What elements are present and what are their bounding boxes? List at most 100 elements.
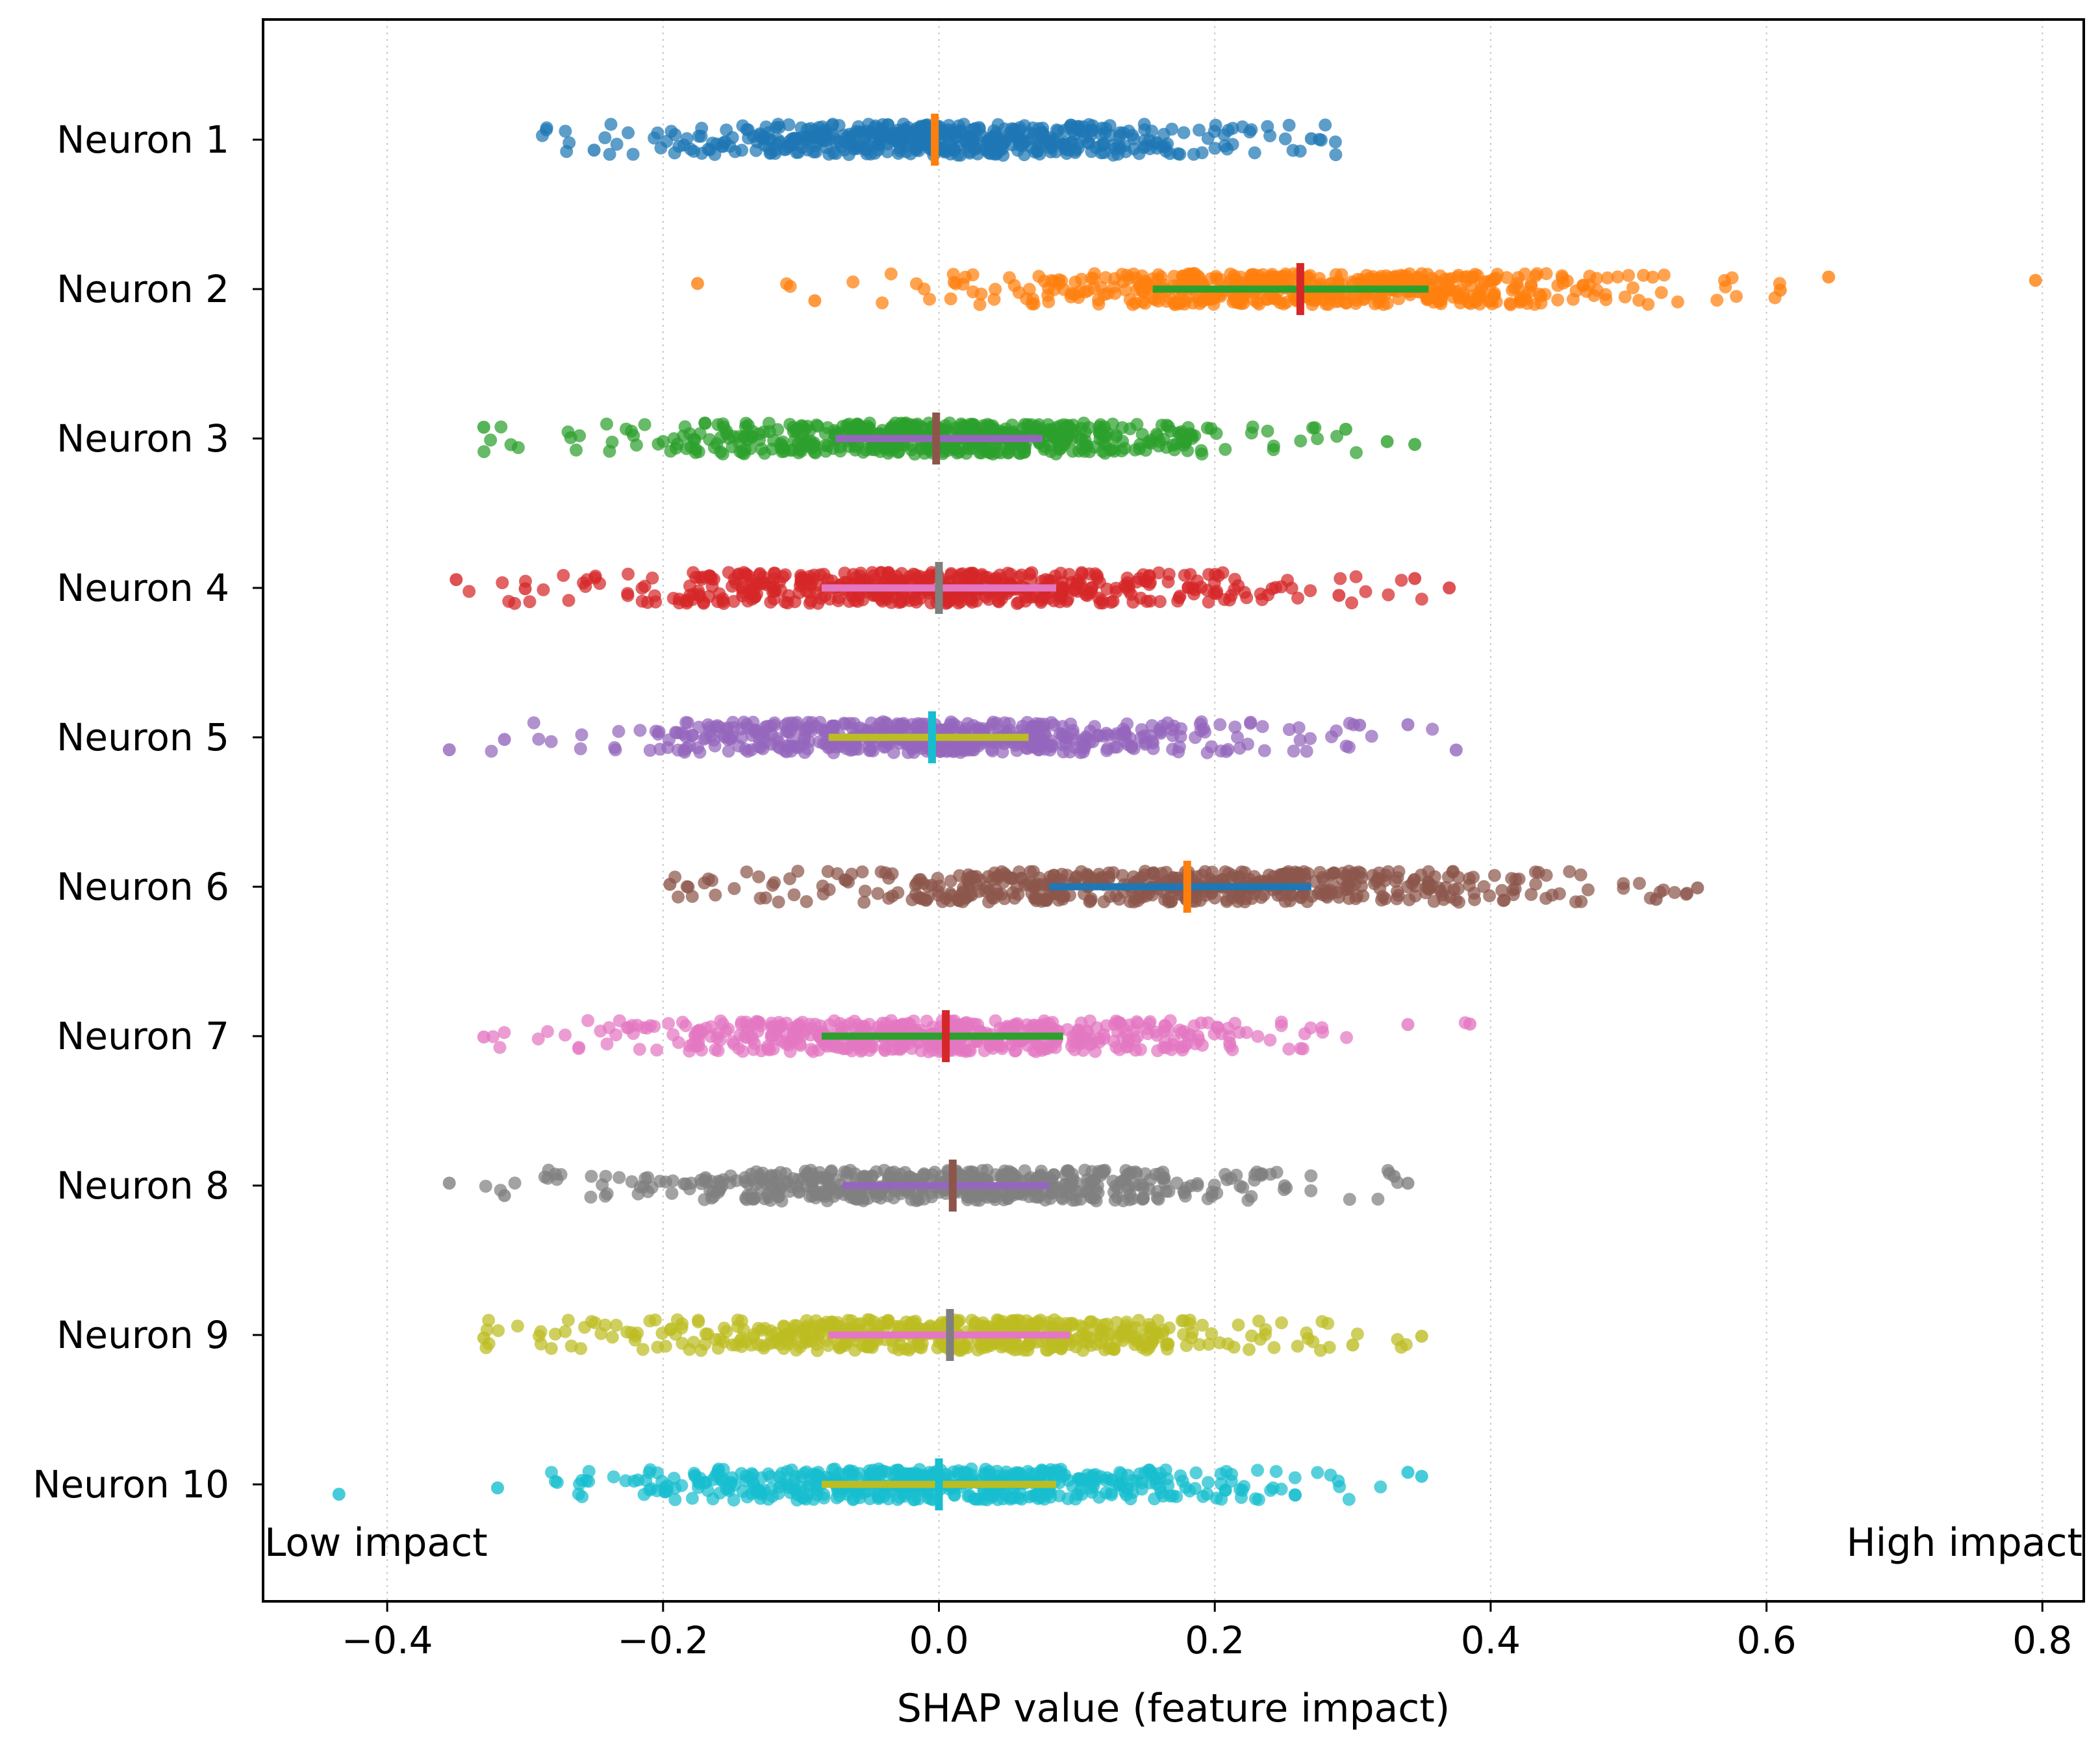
data-point [1146,736,1160,750]
data-point [537,583,550,596]
data-point [1088,267,1101,281]
data-point [800,895,813,908]
data-point [1017,1343,1031,1357]
data-point [1219,744,1233,758]
data-point [442,1176,456,1190]
data-point [837,1337,851,1351]
data-point [1468,893,1482,906]
data-point [1626,281,1639,294]
data-point [949,421,963,435]
data-point [698,876,711,890]
data-point [1207,298,1221,311]
data-point [561,1314,575,1327]
data-point [1319,118,1332,132]
data-point [1183,568,1197,581]
data-point [1031,1316,1044,1330]
data-point [904,418,918,431]
data-point [1080,731,1094,745]
data-point [1339,739,1353,753]
data-point [1056,1192,1069,1206]
data-point [1477,880,1491,893]
data-point [1251,1464,1264,1477]
data-point [915,1044,928,1058]
data-point [1668,885,1682,899]
data-point [1023,876,1037,889]
data-point [752,1321,765,1335]
data-point [1261,424,1274,438]
data-point [672,1036,685,1049]
data-point [978,1044,991,1058]
data-point [1183,1314,1196,1327]
data-point [613,1171,626,1184]
data-point [1118,442,1132,455]
data-point [857,895,871,909]
data-point [1141,1338,1155,1352]
data-point [1236,1180,1250,1194]
data-point [1244,268,1258,282]
data-point [1551,293,1565,307]
data-point [1091,569,1104,583]
data-point [1224,267,1237,281]
data-point [643,744,657,757]
data-point [748,1037,761,1050]
data-point [1339,296,1353,310]
data-point [1107,281,1120,294]
data-point [665,1187,679,1200]
data-point [1529,877,1543,891]
data-point [821,421,835,435]
data-point [1330,429,1344,443]
data-point [1143,569,1156,582]
data-point [1349,570,1363,583]
data-point [783,872,796,885]
data-point [1311,1466,1324,1479]
data-point [1174,1041,1188,1054]
data-point [1052,273,1066,286]
data-point [921,891,935,905]
data-point [633,724,647,737]
data-point [787,1172,800,1186]
data-point [1068,287,1082,301]
data-point [1218,592,1232,606]
data-point [1569,284,1583,298]
data-point [1196,1039,1209,1052]
data-point [726,579,739,593]
data-point [693,745,707,759]
data-point [948,142,961,156]
data-point [624,1326,638,1340]
data-point [1193,1338,1206,1351]
data-point [862,118,876,131]
data-point [820,129,833,142]
data-point [1196,1318,1209,1332]
data-point [603,147,616,161]
data-point [1083,129,1097,142]
data-point [953,445,967,459]
data-point [1032,1038,1046,1052]
data-point [714,445,727,459]
data-point [636,1343,650,1356]
data-point [1144,1173,1158,1186]
data-point [964,134,978,148]
data-point [1343,717,1356,730]
data-point [1408,572,1422,585]
data-point [1251,1030,1265,1043]
data-point [727,721,740,734]
data-point [845,1188,859,1202]
data-point [1172,591,1186,605]
data-point [1074,1016,1088,1030]
data-point [1322,298,1335,311]
data-point [731,1320,744,1333]
data-point [668,128,682,142]
data-point [727,594,740,608]
data-point [1011,133,1025,147]
data-point [806,438,820,452]
data-point [1506,283,1519,297]
data-point [627,429,640,442]
data-point [1497,893,1511,907]
data-point [1216,566,1230,579]
data-point [699,1327,713,1341]
data-point [1063,568,1076,581]
data-point [1297,865,1311,878]
data-point [1342,1493,1356,1506]
data-point [970,870,983,883]
data-point [633,1043,646,1056]
